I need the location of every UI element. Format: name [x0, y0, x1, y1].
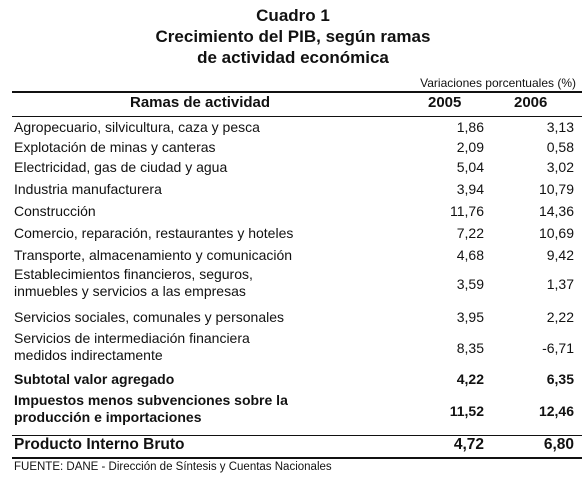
table-row: Industria manufacturera 3,94 10,79	[14, 180, 584, 200]
total-top-rule	[12, 435, 582, 436]
table-row: Agropecuario, silvicultura, caza y pesca…	[14, 118, 584, 138]
row-label: Transporte, almacenamiento y comunicació…	[14, 247, 293, 263]
value-2005: 2,09	[456, 139, 484, 155]
value-2005: 7,22	[456, 225, 484, 241]
column-header-rama: Ramas de actividad	[130, 94, 271, 111]
source-note: FUENTE: DANE - Dirección de Síntesis y C…	[14, 461, 332, 473]
value-2006: 6,35	[546, 371, 574, 387]
value-2006: 6,80	[543, 436, 574, 453]
row-label: Producto Interno Bruto	[14, 436, 185, 453]
value-2005: 4,72	[453, 436, 484, 453]
bottom-rule	[12, 457, 582, 459]
value-2006: 10,79	[538, 181, 574, 197]
value-2005: 11,52	[449, 403, 484, 419]
value-2005: 3,94	[456, 181, 484, 197]
row-label: Construcción	[14, 203, 96, 219]
table-row: Producto Interno Bruto 4,72 6,80	[14, 435, 584, 457]
row-label: Subtotal valor agregado	[14, 371, 175, 387]
value-2005: 3,59	[456, 276, 484, 292]
table-number: Cuadro 1	[256, 6, 330, 25]
value-2006: 1,37	[546, 276, 574, 292]
table-row: Establecimientos financieros, seguros, in…	[14, 266, 584, 302]
value-2005: 4,68	[456, 247, 484, 263]
header-rule	[12, 116, 582, 117]
units-note: Variaciones porcentuales (%)	[420, 76, 576, 90]
table-row: Construcción 11,76 14,36	[14, 202, 584, 222]
row-label: Impuestos menos subvenciones sobre la pro…	[14, 392, 288, 425]
row-label: Establecimientos financieros, seguros, in…	[14, 266, 253, 299]
table-row: Electricidad, gas de ciudad y agua 5,04 3,…	[14, 158, 584, 178]
row-label: Electricidad, gas de ciudad y agua	[14, 159, 228, 175]
row-label: Servicios sociales, comunales y personal…	[14, 309, 285, 325]
table-row: Explotación de minas y canteras 2,09 0,58	[14, 138, 584, 158]
value-2006: 3,02	[546, 159, 574, 175]
value-2005: 11,76	[450, 203, 484, 219]
value-2006: 9,42	[546, 247, 574, 263]
value-2005: 8,35	[456, 340, 484, 356]
table-row: Comercio, reparación, restaurantes y hot…	[14, 224, 584, 244]
table-row: Servicios sociales, comunales y personal…	[14, 308, 584, 328]
row-label: Servicios de intermediación financiera me…	[14, 330, 250, 363]
row-label: Industria manufacturera	[14, 181, 162, 197]
value-2005: 3,95	[456, 309, 484, 325]
value-2006: 10,69	[538, 225, 574, 241]
column-header-2005: 2005	[428, 94, 462, 111]
column-header-2006: 2006	[514, 94, 548, 111]
value-2006: 2,22	[546, 309, 574, 325]
value-2006: -6,71	[542, 340, 574, 356]
table-row: Subtotal valor agregado 4,22 6,35	[14, 370, 584, 390]
value-2006: 3,13	[546, 119, 574, 135]
top-rule	[12, 91, 582, 93]
table-row: Servicios de intermediación financiera me…	[14, 330, 584, 366]
value-2006: 12,46	[538, 403, 574, 419]
value-2006: 14,36	[538, 203, 574, 219]
value-2006: 0,58	[546, 139, 574, 155]
value-2005: 4,22	[456, 371, 484, 387]
row-label: Comercio, reparación, restaurantes y hot…	[14, 225, 294, 241]
table-row: Transporte, almacenamiento y comunicació…	[14, 246, 584, 266]
value-2005: 1,86	[456, 119, 484, 135]
table-title: Crecimiento del PIB, según ramas	[155, 27, 431, 46]
table-row: Impuestos menos subvenciones sobre la pro…	[14, 392, 584, 430]
value-2005: 5,04	[456, 159, 484, 175]
table-title-line-2: de actividad económica	[197, 48, 389, 67]
row-label: Explotación de minas y canteras	[14, 139, 216, 155]
row-label: Agropecuario, silvicultura, caza y pesca	[14, 119, 260, 135]
